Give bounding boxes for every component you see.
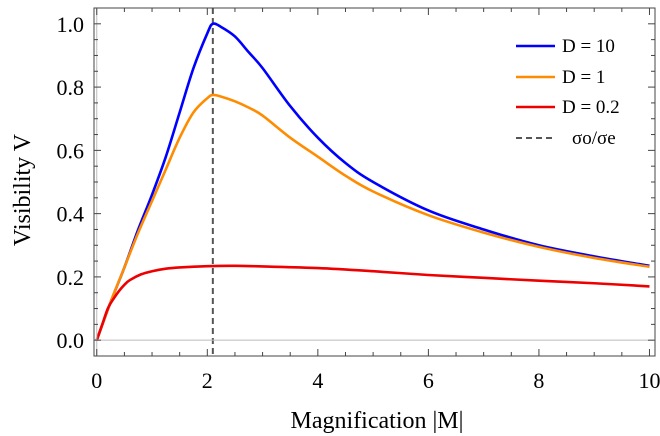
y-tick-label: 0.8	[57, 75, 85, 100]
x-tick-label: 6	[423, 368, 434, 393]
series-line-0	[95, 22, 650, 341]
x-tick-label: 10	[638, 368, 660, 393]
legend-label-2: D = 0.2	[562, 97, 620, 118]
x-tick-label: 8	[533, 368, 544, 393]
y-tick-label: 1.0	[57, 12, 85, 37]
y-tick-label: 0.0	[57, 328, 85, 353]
x-tick-label: 2	[202, 368, 213, 393]
y-tick-label: 0.6	[57, 138, 85, 163]
axes: 0 2 4 6 8 10 0.0 0.2 0.4 0.6 0.8 1.0	[57, 7, 660, 393]
legend-label-1: D = 1	[562, 67, 605, 88]
series-line-1	[95, 93, 650, 341]
legend-label-reference: σo/σe	[572, 128, 616, 149]
x-tick-label: 4	[312, 368, 323, 393]
series-line-2	[95, 264, 650, 341]
legend: D = 10 D = 1 D = 0.2 σo/σe	[516, 36, 620, 149]
y-axis-title: Visibility V	[10, 133, 36, 246]
y-tick-label: 0.2	[57, 265, 85, 290]
legend-label-0: D = 10	[562, 36, 615, 57]
x-axis-title: Magnification |M|	[291, 408, 464, 434]
plot-area	[95, 8, 650, 356]
x-tick-label: 0	[91, 368, 102, 393]
y-tick-label: 0.4	[57, 202, 85, 227]
